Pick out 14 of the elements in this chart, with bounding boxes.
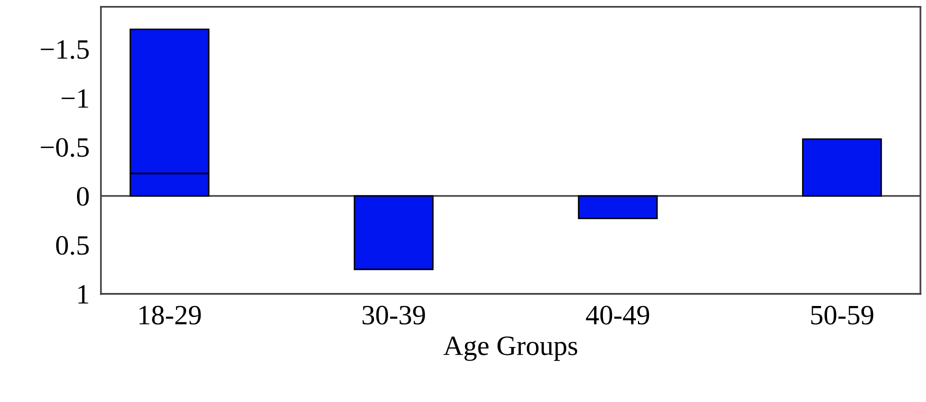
y-tick-label: 0 — [76, 187, 89, 206]
y-tick-label: 0.5 — [56, 236, 89, 255]
y-tick-label: −0.5 — [40, 138, 89, 157]
y-tick-label: −1 — [62, 89, 88, 108]
y-tick-label: −1.5 — [40, 40, 89, 59]
y-tick-label: 1 — [78, 285, 88, 304]
bar — [578, 195, 658, 220]
bar — [354, 195, 434, 270]
x-tick-label: 40-49 — [586, 306, 650, 325]
bar — [802, 138, 882, 197]
x-axis-title: Age Groups — [443, 336, 578, 361]
x-tick-label: 18-29 — [140, 306, 201, 325]
x-tick-label: 50-59 — [811, 306, 874, 325]
x-tick-label: 30-39 — [362, 306, 425, 325]
